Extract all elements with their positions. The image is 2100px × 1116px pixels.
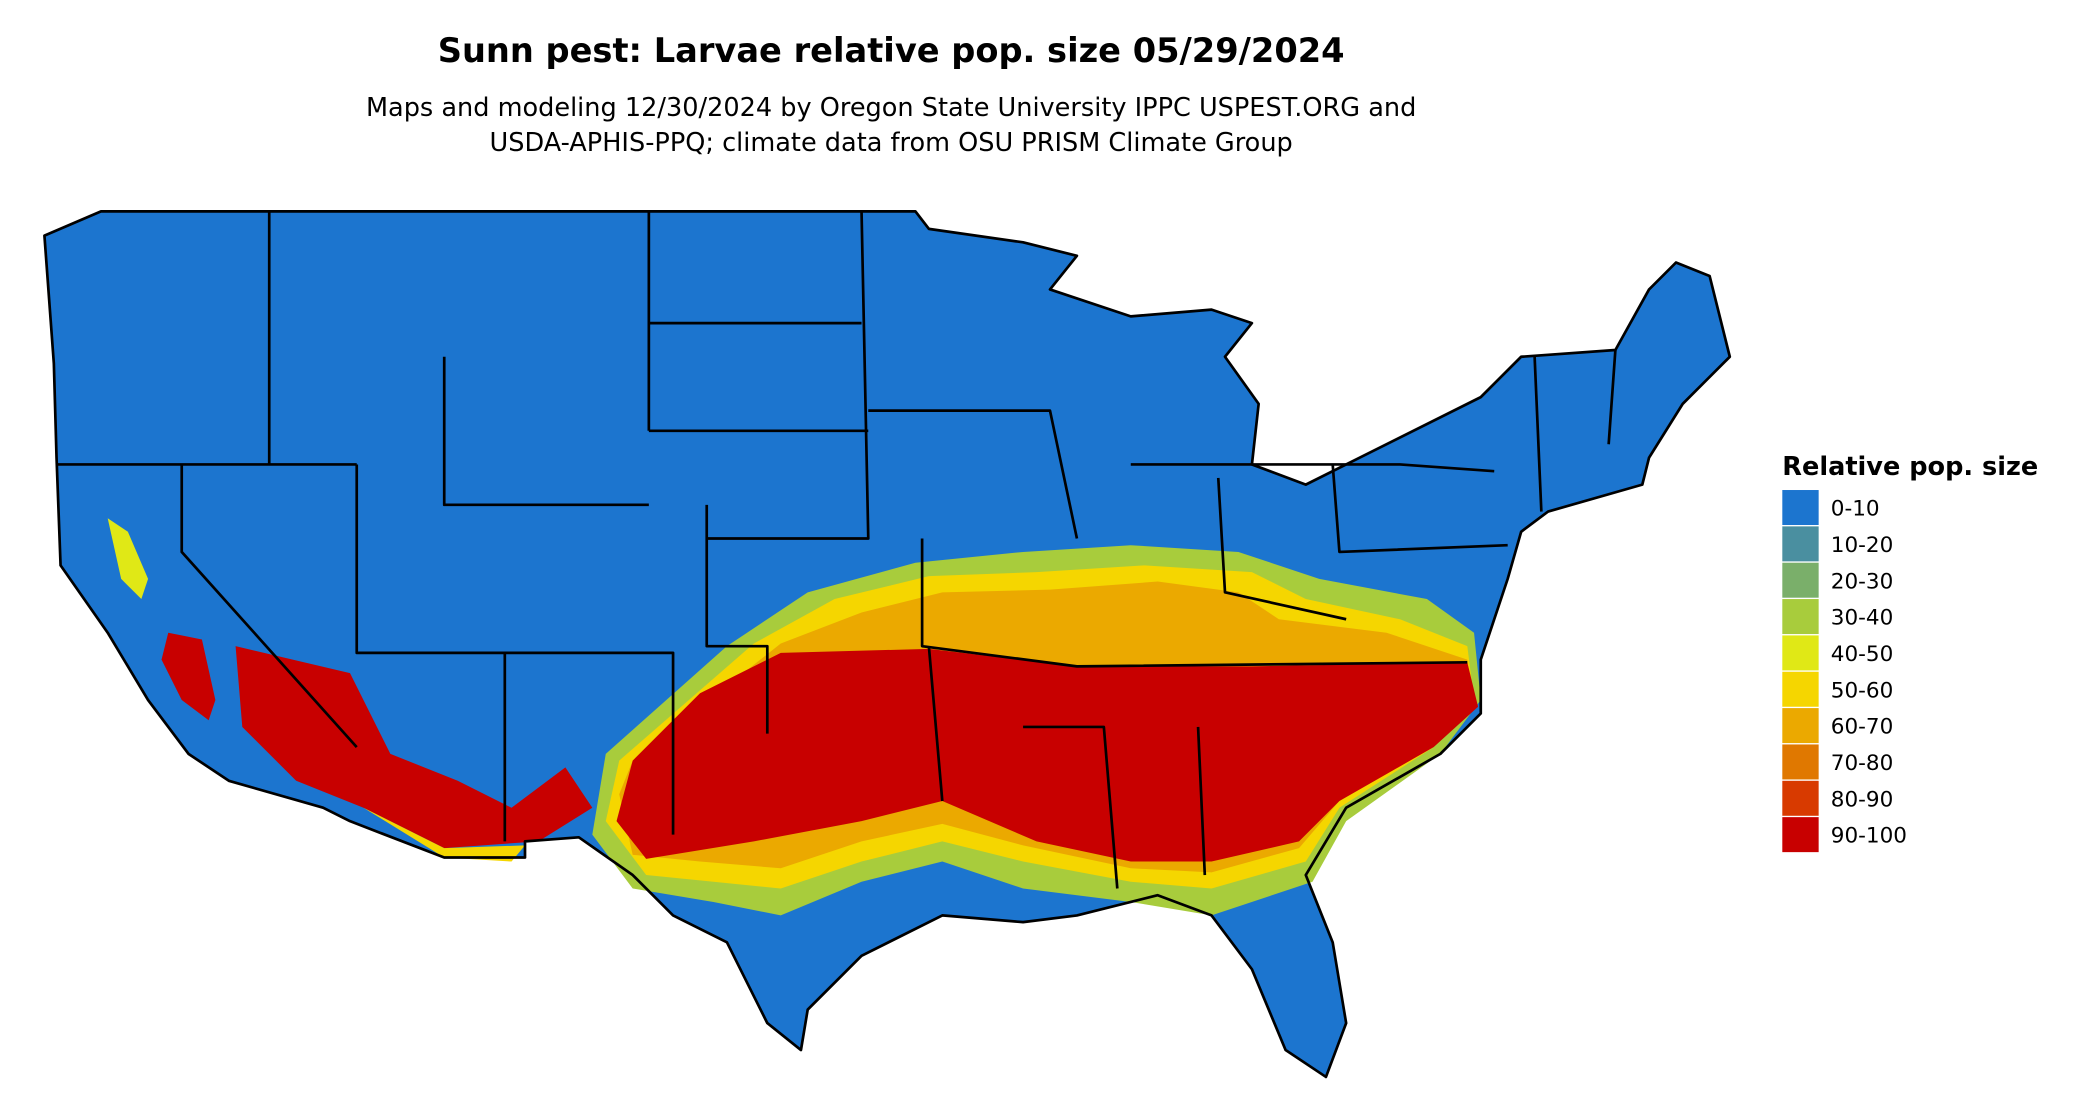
subtitle: USDA-APHIS-PPQ; climate data from OSU PR…	[490, 128, 1293, 158]
legend-swatch	[1782, 490, 1819, 526]
legend-swatch	[1782, 780, 1819, 816]
legend-label: 40-50	[1831, 642, 1894, 667]
subtitle: Maps and modeling 12/30/2024 by Oregon S…	[366, 93, 1416, 123]
legend-label: 90-100	[1831, 824, 1907, 849]
map-region	[161, 632, 216, 721]
legend-label: 30-40	[1831, 606, 1894, 631]
state-borders	[43, 210, 1732, 1079]
legend-label: 50-60	[1831, 678, 1894, 703]
legend-swatch	[1782, 635, 1819, 671]
map-region	[363, 807, 525, 862]
legend-swatch	[1782, 817, 1819, 853]
legend-label: 70-80	[1831, 751, 1894, 776]
legend-swatch	[1782, 671, 1819, 707]
legend-swatch	[1782, 744, 1819, 780]
map-region	[235, 646, 593, 849]
legend-swatch	[1782, 708, 1819, 744]
legend-label: 10-20	[1831, 533, 1894, 558]
title: Sunn pest: Larvae relative pop. size 05/…	[438, 31, 1345, 70]
legend-label: 80-90	[1831, 787, 1894, 812]
legend-swatch	[1782, 599, 1819, 635]
legend-label: 20-30	[1831, 569, 1894, 594]
us-map	[44, 211, 1730, 1077]
map-region	[107, 518, 149, 600]
map-region	[616, 648, 1479, 862]
legend-swatch	[1782, 526, 1819, 562]
legend-label: 60-70	[1831, 715, 1894, 740]
legend-label: 0-10	[1831, 497, 1880, 522]
legend-swatch	[1782, 562, 1819, 598]
legend-title: Relative pop. size	[1782, 452, 2038, 482]
legend: 0-10 10-20 20-30 30-40 40-50 50-60 60-70 70-80 8…	[1782, 490, 1907, 853]
